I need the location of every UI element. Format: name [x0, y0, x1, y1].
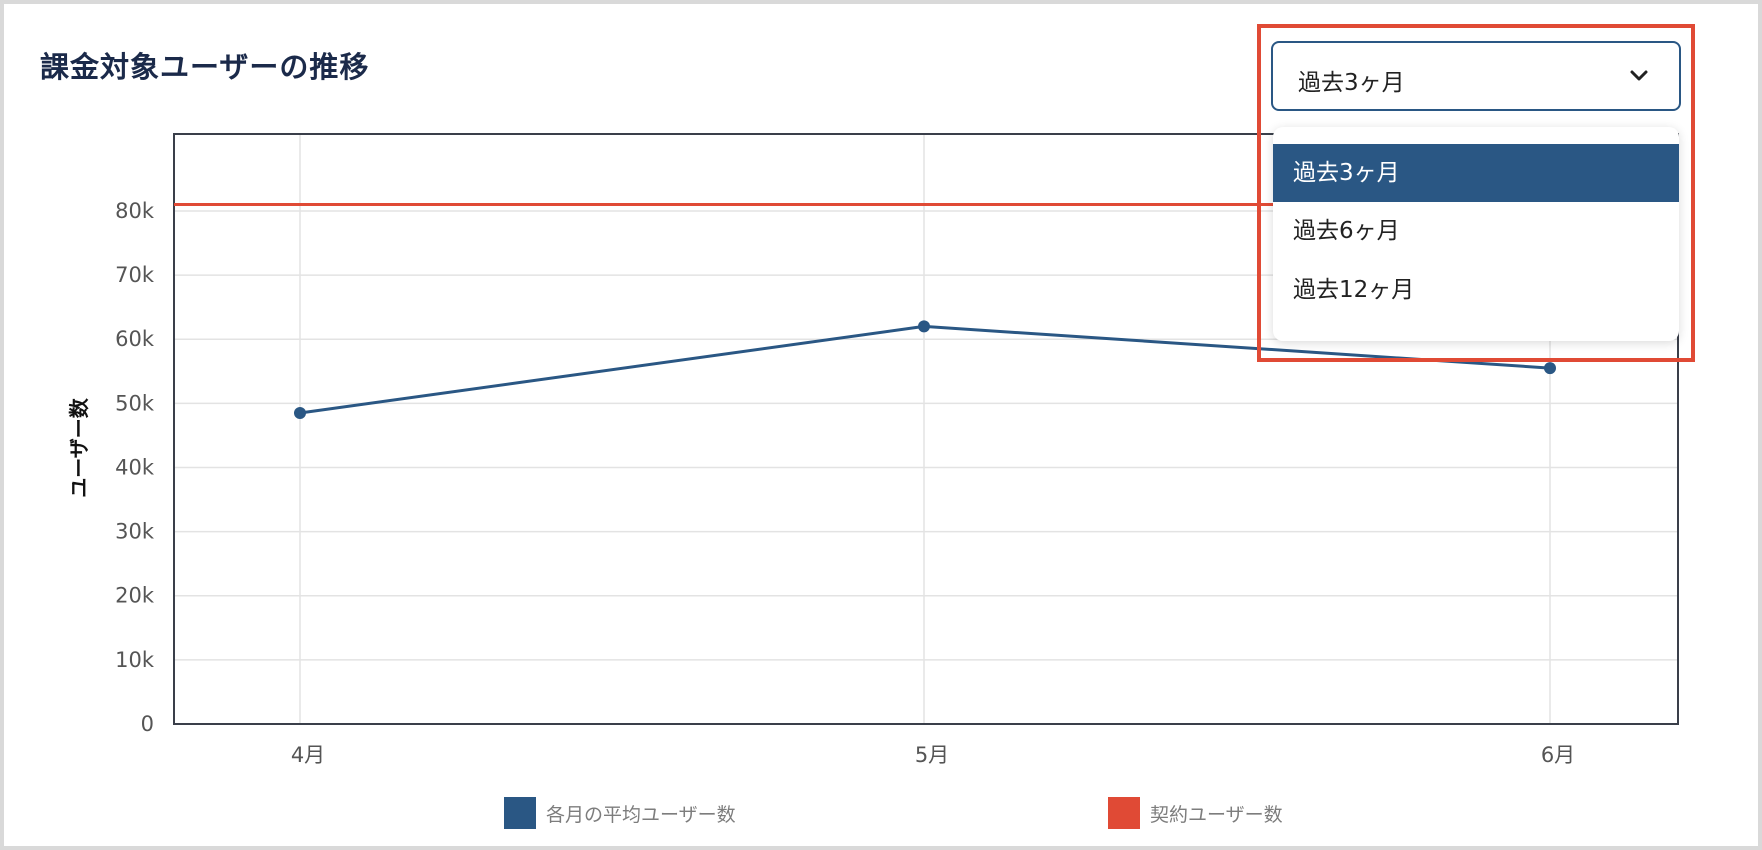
legend-label-average: 各月の平均ユーザー数	[546, 803, 736, 826]
data-point-3	[1544, 362, 1556, 375]
line-chart: 0 10k 20k 30k 40k 50k 60k 70k 80k 4月 5月 6月 ユーザー数	[67, 133, 1679, 767]
y-tick-label-70k: 70k	[115, 263, 155, 287]
x-tick-label-2: 5月	[915, 743, 949, 767]
data-point-1	[294, 406, 306, 419]
period-select-value: 過去3ヶ月	[1298, 70, 1405, 96]
y-tick-label-60k: 60k	[115, 327, 155, 351]
plot-frame	[173, 133, 1679, 725]
legend-item-average-users: 各月の平均ユーザー数	[504, 796, 736, 830]
period-select[interactable]: 過去3ヶ月	[1271, 41, 1681, 111]
period-option-6-months[interactable]: 過去6ヶ月	[1293, 218, 1400, 244]
legend-swatch-average	[504, 797, 536, 829]
y-tick-label-20k: 20k	[115, 584, 155, 608]
legend-item-contract-users: 契約ユーザー数	[1108, 796, 1283, 830]
legend-label-contract: 契約ユーザー数	[1150, 803, 1283, 826]
y-tick-label-50k: 50k	[115, 391, 155, 415]
x-tick-label-3: 6月	[1541, 743, 1575, 767]
x-tick-label-1: 4月	[291, 743, 325, 767]
period-option-3-months[interactable]: 過去3ヶ月	[1273, 144, 1679, 202]
period-option-12-months[interactable]: 過去12ヶ月	[1293, 277, 1415, 303]
y-tick-label-0: 0	[141, 712, 154, 736]
y-tick-label-80k: 80k	[115, 199, 155, 223]
data-point-2	[918, 320, 930, 333]
y-axis-title: ユーザー数	[67, 397, 91, 498]
y-tick-label-40k: 40k	[115, 455, 155, 479]
chevron-down-icon	[1630, 70, 1648, 81]
period-dropdown-menu: 過去3ヶ月 過去6ヶ月 過去12ヶ月	[1273, 127, 1679, 341]
y-tick-label-30k: 30k	[115, 520, 155, 544]
page-title: 課金対象ユーザーの推移	[40, 50, 370, 84]
y-tick-label-10k: 10k	[115, 648, 155, 672]
legend-swatch-contract	[1108, 797, 1140, 829]
